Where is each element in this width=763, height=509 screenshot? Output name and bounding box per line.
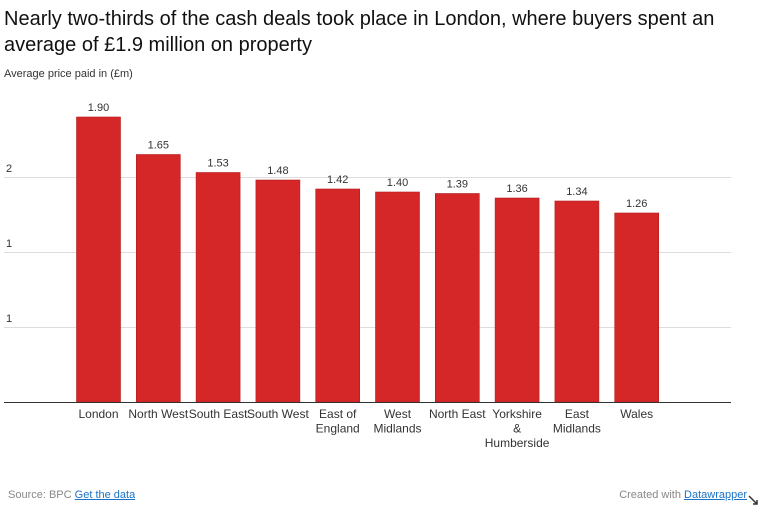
value-label: 1.40 [387, 177, 408, 189]
value-label: 1.90 [88, 102, 109, 114]
category-label-line: North West [128, 407, 188, 421]
bar [614, 212, 660, 403]
category-label: Wales [620, 407, 653, 421]
bar [375, 191, 420, 403]
credit-note: Created with Datawrapper [619, 489, 747, 501]
category-label-line: London [78, 407, 118, 421]
category-label: South West [247, 407, 309, 421]
get-the-data-link[interactable]: Get the data [74, 489, 136, 501]
bar [195, 172, 241, 403]
bar [434, 193, 480, 403]
value-label: 1.36 [506, 183, 527, 195]
y-axis-labels: 1 1 2 [6, 163, 12, 325]
chart-subtitle: Average price paid in (£m) [4, 68, 133, 80]
category-label: East Midlands [553, 407, 601, 436]
chart-title: Nearly two-thirds of the cash deals took… [4, 8, 715, 56]
y-tick-label: 1 [6, 313, 12, 325]
bar-chart: 1 1 2 1.90 1.65 1.53 1.48 1.42 1.40 1.39 1.36 1.34… [4, 102, 731, 450]
category-label: Yorkshire & Humberside [485, 407, 550, 450]
category-label-line: West [384, 407, 412, 421]
bar [255, 179, 301, 403]
category-label-line: East [565, 407, 590, 421]
category-label-line: Midlands [553, 422, 601, 436]
category-labels: London North West South East South West East… [78, 407, 653, 450]
category-label-line: East of [319, 407, 357, 421]
category-label-line: Yorkshire [492, 407, 542, 421]
bar [76, 116, 121, 403]
category-label: North East [429, 407, 486, 421]
bar [136, 154, 181, 403]
category-label-line: & [513, 422, 521, 436]
category-label-line: South West [247, 407, 309, 421]
bar [554, 200, 600, 403]
category-label-line: Wales [620, 407, 653, 421]
source-text: Source: BPC [8, 489, 72, 501]
category-label-line: England [316, 422, 360, 436]
category-label: West Midlands [373, 407, 421, 436]
value-label: 1.48 [267, 165, 288, 177]
category-label-line: South East [189, 407, 248, 421]
category-label: North West [128, 407, 188, 421]
category-label: London [78, 407, 118, 421]
grid-lines [4, 177, 731, 328]
value-label: 1.34 [566, 186, 587, 198]
value-label: 1.42 [327, 174, 348, 186]
credit-text: Created with [619, 489, 681, 501]
category-label-line: Midlands [373, 422, 421, 436]
value-label: 1.53 [207, 158, 228, 170]
datawrapper-link[interactable]: Datawrapper [684, 489, 747, 501]
bar [315, 188, 361, 403]
y-tick-label: 1 [6, 238, 12, 250]
source-note: Source: BPC Get the data [8, 489, 135, 501]
category-label-line: Humberside [485, 436, 550, 450]
category-label: South East [189, 407, 248, 421]
category-label-line: North East [429, 407, 486, 421]
resize-handle-icon[interactable] [747, 494, 759, 506]
value-labels: 1.90 1.65 1.53 1.48 1.42 1.40 1.39 1.36 1.34 1.26 [88, 102, 648, 210]
value-label: 1.65 [148, 140, 169, 152]
bar [494, 197, 540, 403]
bars [76, 116, 660, 403]
category-label: East of England [316, 407, 360, 436]
y-tick-label: 2 [6, 163, 12, 175]
value-label: 1.39 [447, 179, 468, 191]
value-label: 1.26 [626, 198, 647, 210]
